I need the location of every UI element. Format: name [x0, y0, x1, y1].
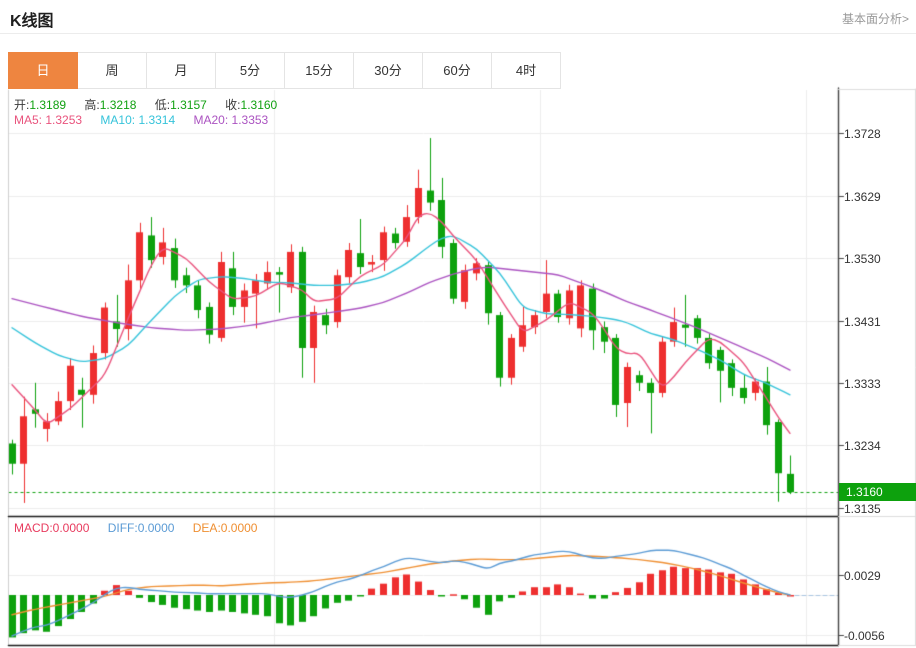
low-label: 低:	[154, 98, 171, 112]
tab-day[interactable]: 日	[8, 52, 78, 89]
macd-label: MACD:	[14, 521, 53, 535]
ma5-label: MA5:	[14, 113, 43, 127]
ma10-value: 1.3314	[138, 113, 176, 127]
page-title: K线图	[10, 13, 54, 30]
tab-15min[interactable]: 15分	[284, 52, 354, 89]
ma20-value: 1.3353	[231, 113, 269, 127]
price-axis-label: 1.3431	[844, 314, 881, 329]
tab-month[interactable]: 月	[146, 52, 216, 89]
tab-30min[interactable]: 30分	[353, 52, 423, 89]
macd-value: 0.0000	[52, 521, 90, 535]
macd-legend: MACD:0.0000 DIFF:0.0000 DEA:0.0000	[14, 521, 272, 535]
high-label: 高:	[84, 98, 100, 112]
tab-60min[interactable]: 60分	[422, 52, 492, 89]
price-axis-label: 1.3629	[844, 189, 881, 204]
ma-legend: MA5: 1.3253 MA10: 1.3314 MA20: 1.3353	[14, 113, 283, 127]
price-axis-label: 1.3728	[844, 126, 881, 141]
price-axis-label: 1.3530	[844, 251, 881, 266]
tab-4hour[interactable]: 4时	[491, 52, 561, 89]
dea-value: 0.0000	[220, 521, 258, 535]
macd-axis-label: 0.0029	[844, 568, 881, 583]
ma20-label: MA20:	[193, 113, 229, 127]
tab-week[interactable]: 周	[77, 52, 147, 89]
close-label: 收:	[225, 98, 241, 112]
ma5-value: 1.3253	[45, 113, 83, 127]
header-divider	[0, 33, 916, 34]
price-axis-label: 1.3135	[844, 501, 881, 516]
ma10-label: MA10:	[100, 113, 136, 127]
close-value: 1.3160	[240, 98, 278, 112]
diff-value: 0.0000	[137, 521, 175, 535]
ohlc-legend: 开:1.3189 高:1.3218 低:1.3157 收:1.3160	[14, 96, 292, 113]
price-axis-label: 1.3333	[844, 376, 881, 391]
dea-label: DEA:	[192, 521, 221, 535]
macd-axis-label: -0.0056	[844, 628, 885, 643]
current-price-badge: 1.3160	[839, 483, 916, 501]
open-value: 1.3189	[29, 98, 67, 112]
price-axis-label: 1.3234	[844, 438, 881, 453]
fundamental-analysis-link[interactable]: 基本面分析>	[841, 12, 909, 26]
low-value: 1.3157	[170, 98, 207, 112]
high-value: 1.3218	[99, 98, 137, 112]
diff-label: DIFF:	[107, 521, 138, 535]
open-label: 开:	[14, 98, 30, 112]
period-tabs: 日周月 5分 15分 30分 60分 4时	[8, 52, 561, 89]
tab-5min[interactable]: 5分	[215, 52, 285, 89]
